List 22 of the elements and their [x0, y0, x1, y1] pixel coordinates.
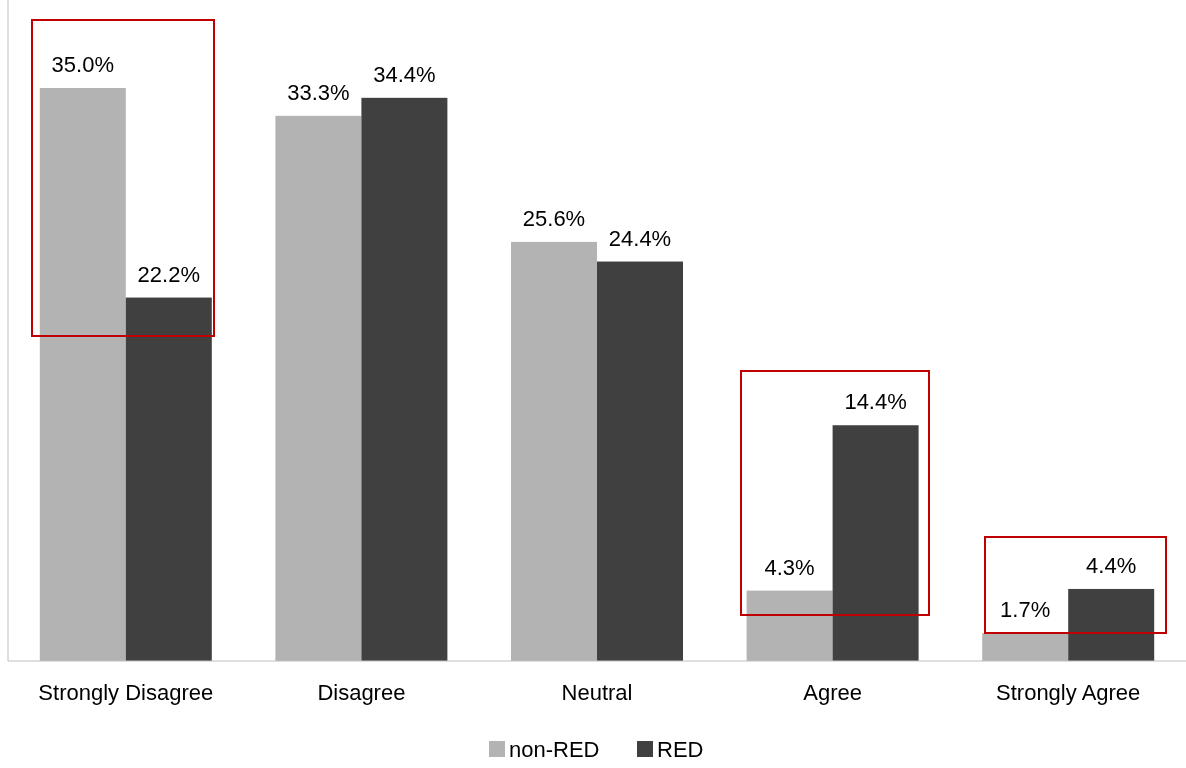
- data-label: 4.3%: [764, 554, 815, 580]
- x-tick-label: Neutral: [561, 680, 633, 705]
- x-tick-label: Agree: [803, 680, 862, 705]
- data-label: 14.4%: [844, 389, 907, 415]
- legend-label: RED: [657, 737, 704, 762]
- data-label: 33.3%: [287, 79, 350, 105]
- data-label: 4.4%: [1086, 552, 1137, 578]
- x-tick-label: Strongly Disagree: [38, 680, 214, 705]
- bar: [832, 425, 919, 661]
- data-label: 24.4%: [608, 225, 672, 251]
- bar: [361, 97, 448, 661]
- data-label: 1.7%: [1000, 597, 1051, 623]
- x-tick-label: Strongly Agree: [996, 680, 1141, 705]
- legend-label: non-RED: [509, 737, 600, 762]
- data-label: 25.6%: [522, 205, 586, 231]
- data-label: 34.4%: [373, 61, 436, 87]
- bar: [597, 261, 683, 661]
- bar: [125, 297, 212, 661]
- data-label: 35.0%: [51, 52, 114, 77]
- bar: [1068, 588, 1155, 661]
- data-label: 22.2%: [137, 261, 200, 287]
- x-tick-label: Disagree: [317, 680, 406, 705]
